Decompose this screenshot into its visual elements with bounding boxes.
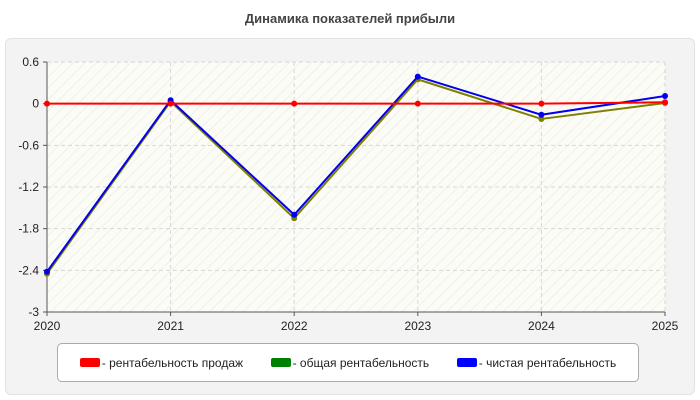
- y-tick-label: 0.6: [22, 55, 39, 69]
- x-tick-label: 2020: [34, 319, 61, 333]
- y-tick-label: -1.8: [18, 222, 39, 236]
- data-point-0[interactable]: [414, 100, 421, 107]
- legend-item-net[interactable]: - чистая рентабельность: [456, 355, 617, 370]
- x-tick-label: 2022: [281, 319, 308, 333]
- chart-title: Динамика показателей прибыли: [244, 11, 456, 26]
- series-lines: [44, 73, 668, 277]
- data-point-2[interactable]: [44, 268, 50, 275]
- x-tick-label: 2021: [157, 319, 184, 333]
- data-point-2[interactable]: [291, 211, 298, 218]
- legend-swatch-sales: [79, 358, 100, 367]
- legend-item-sales[interactable]: - рентабельность продаж: [79, 355, 244, 370]
- x-tick-label: 2023: [404, 319, 431, 333]
- series-line-2: [46, 75, 666, 273]
- y-tick-label: -0.6: [18, 138, 39, 152]
- legend: - рентабельность продаж - общая рентабел…: [57, 343, 639, 382]
- legend-label-net: - чистая рентабельность: [478, 355, 617, 370]
- legend-label-sales: - рентабельность продаж: [101, 355, 244, 370]
- data-point-0[interactable]: [167, 100, 174, 107]
- y-tick-label: 0: [32, 97, 39, 111]
- legend-item-total[interactable]: - общая рентабельность: [270, 355, 430, 370]
- legend-label-total: - общая рентабельность: [292, 355, 430, 370]
- x-tick-label: 2025: [652, 319, 679, 333]
- data-point-2[interactable]: [538, 111, 545, 118]
- legend-swatch-net: [456, 358, 477, 367]
- y-tick-label: -2.4: [18, 263, 39, 277]
- y-tick-label: -3: [28, 305, 39, 319]
- data-point-2[interactable]: [662, 93, 668, 100]
- series-line-0: [47, 101, 666, 105]
- data-point-2[interactable]: [414, 73, 421, 80]
- data-point-1[interactable]: [538, 115, 545, 122]
- data-point-0[interactable]: [291, 100, 298, 107]
- legend-swatch-total: [270, 358, 291, 367]
- data-point-0[interactable]: [44, 100, 50, 107]
- data-point-0[interactable]: [662, 99, 668, 106]
- data-point-0[interactable]: [538, 100, 545, 107]
- x-tick-label: 2024: [528, 319, 555, 333]
- y-tick-label: -1.2: [18, 180, 39, 194]
